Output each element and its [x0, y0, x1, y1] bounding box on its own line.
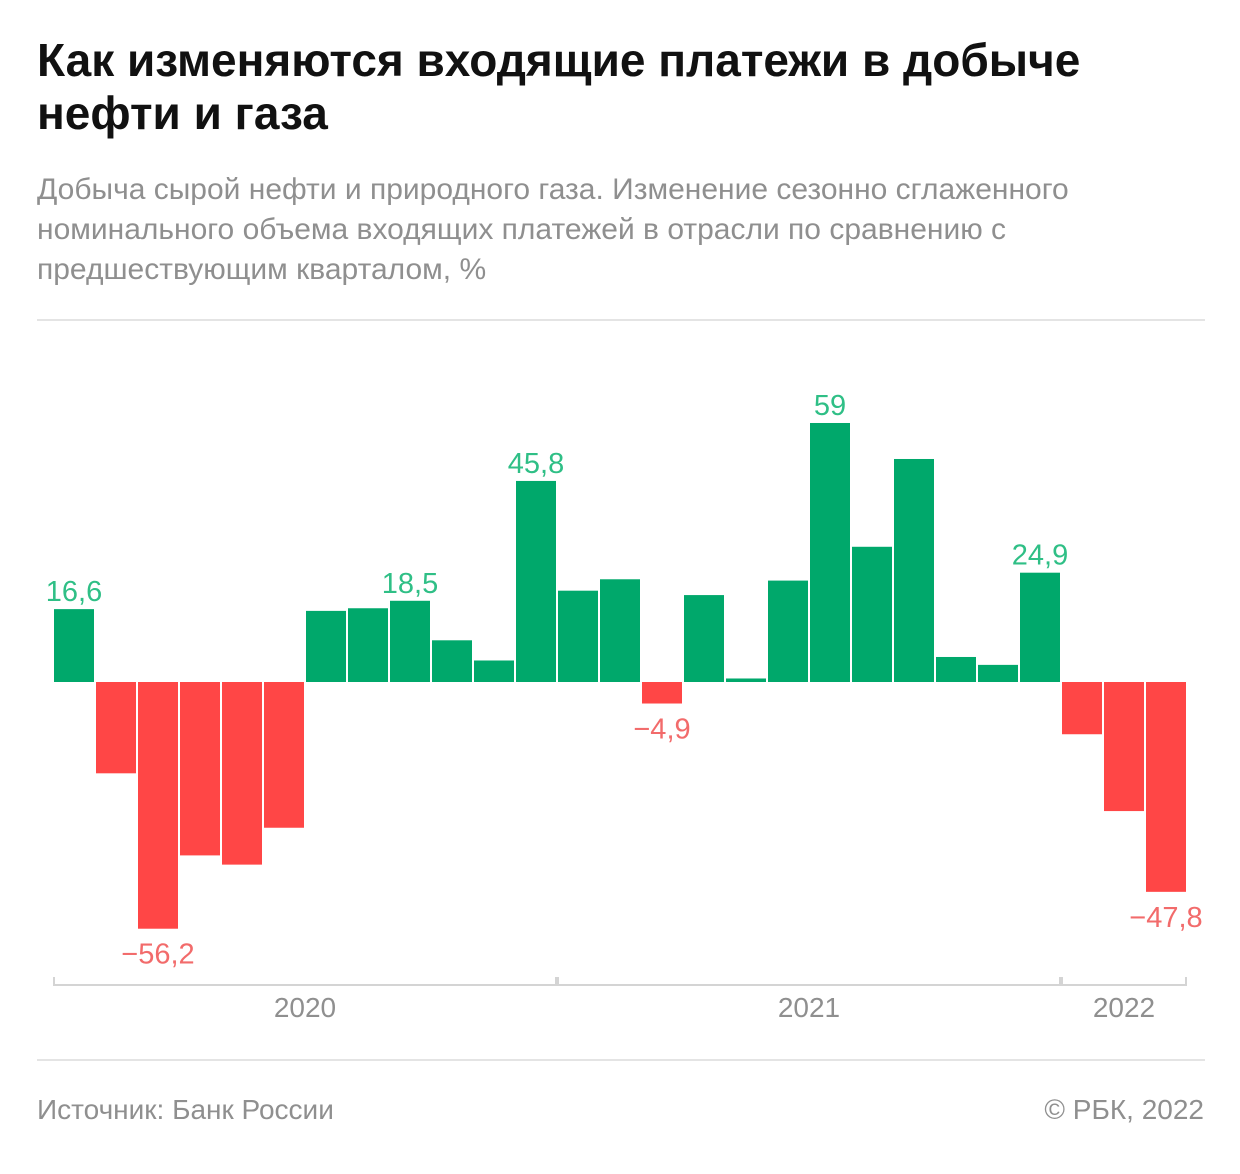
year-bracket-2021: [557, 977, 1061, 986]
bar-12: [558, 590, 598, 682]
bar-14: [642, 682, 682, 704]
year-label-2021: 2021: [778, 992, 840, 1023]
bar-11: [516, 480, 556, 682]
value-label-8: 18,5: [382, 568, 438, 600]
bar-9: [432, 640, 472, 682]
bar-20: [894, 458, 934, 682]
value-label-0: 16,6: [46, 576, 102, 608]
year-bracket-2022: [1061, 977, 1187, 986]
value-label-26: −47,8: [1129, 902, 1202, 934]
bar-1: [96, 682, 136, 774]
bar-10: [474, 660, 514, 682]
source-note: Источник: Банк России: [37, 1094, 334, 1125]
copyright-note: © РБК, 2022: [1044, 1094, 1204, 1125]
bar-24: [1062, 682, 1102, 735]
bottom-divider: [37, 1059, 1205, 1061]
value-label-2: −56,2: [121, 939, 194, 971]
bar-13: [600, 579, 640, 682]
bar-0: [54, 609, 94, 682]
bar-3: [180, 682, 220, 856]
value-label-23: 24,9: [1012, 540, 1068, 572]
bar-6: [306, 610, 346, 682]
chart-subtitle: Добыча сырой нефти и природного газа. Из…: [37, 173, 1069, 286]
bar-22: [978, 664, 1018, 682]
year-label-2020: 2020: [274, 992, 336, 1023]
bar-16: [726, 678, 766, 682]
bar-18: [810, 422, 850, 682]
bar-8: [390, 600, 430, 682]
bar-25: [1104, 682, 1144, 812]
bar-21: [936, 656, 976, 682]
bar-15: [684, 595, 724, 682]
value-label-18: 59: [814, 390, 846, 422]
bar-7: [348, 608, 388, 682]
year-bracket-2020: [53, 977, 557, 986]
year-label-2022: 2022: [1093, 992, 1155, 1023]
bar-19: [852, 546, 892, 682]
bar-26: [1146, 682, 1186, 892]
bar-17: [768, 580, 808, 682]
bar-23: [1020, 572, 1060, 682]
value-label-11: 45,8: [508, 448, 564, 480]
bar-4: [222, 682, 262, 865]
bar-5: [264, 682, 304, 828]
bar-2: [138, 682, 178, 929]
value-label-14: −4,9: [633, 714, 690, 746]
top-divider: [37, 319, 1205, 321]
chart-title: Как изменяются входящие платежи в добыче…: [37, 34, 1081, 139]
